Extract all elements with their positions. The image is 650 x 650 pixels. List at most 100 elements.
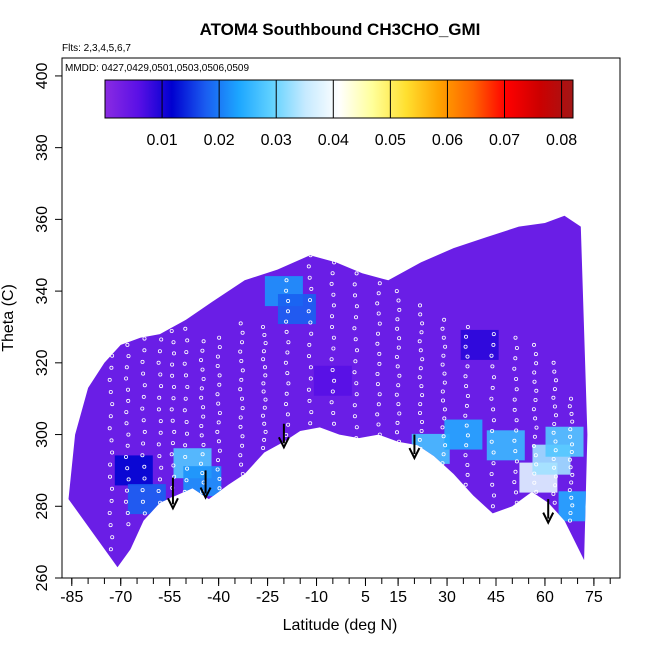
track-point — [513, 449, 518, 454]
track-point — [285, 412, 290, 417]
track-point — [306, 309, 311, 314]
track-point — [353, 315, 358, 320]
track-point — [185, 384, 190, 389]
track-point — [569, 449, 574, 454]
track-point — [201, 442, 206, 447]
track-point — [553, 483, 558, 488]
track-point — [569, 396, 574, 401]
track-point — [554, 378, 559, 383]
x-tick-label: 75 — [585, 589, 603, 606]
track-point — [353, 359, 358, 364]
track-point — [124, 410, 129, 415]
track-point — [169, 452, 174, 457]
track-point — [491, 461, 496, 466]
track-point — [397, 411, 402, 416]
arrow-head — [199, 487, 212, 500]
chart-title: ATOM4 Southbound CH3CHO_GMI — [200, 20, 481, 39]
track-point — [198, 461, 203, 466]
track-point — [286, 381, 291, 386]
y-tick-label: 260 — [34, 565, 51, 592]
track-point — [172, 429, 177, 434]
track-point — [108, 547, 113, 552]
track-point — [307, 275, 312, 280]
track-point — [184, 419, 189, 424]
track-point — [443, 344, 448, 349]
track-point — [533, 453, 538, 458]
track-point — [108, 462, 113, 467]
track-point — [490, 482, 495, 487]
track-point — [375, 382, 380, 387]
track-point — [156, 488, 161, 493]
field-patch — [545, 426, 584, 457]
track-point — [376, 311, 381, 316]
track-point — [531, 443, 536, 448]
colorbar-tick-label: 0.08 — [546, 132, 577, 149]
track-point — [125, 466, 130, 471]
track-point — [376, 291, 381, 296]
track-point — [514, 490, 519, 495]
track-point — [440, 398, 445, 403]
track-point — [238, 415, 243, 420]
track-point — [201, 405, 206, 410]
track-point — [309, 331, 314, 336]
track-point — [441, 353, 446, 358]
track-point — [216, 401, 221, 406]
track-point — [419, 384, 424, 389]
track-point — [109, 498, 114, 503]
track-point — [183, 443, 188, 448]
track-point — [284, 329, 289, 334]
track-point — [396, 345, 401, 350]
track-point — [417, 375, 422, 380]
track-point — [553, 439, 558, 444]
track-point — [330, 271, 335, 276]
track-point — [198, 358, 203, 363]
track-point — [124, 454, 129, 459]
track-point — [396, 402, 401, 407]
track-point — [552, 421, 557, 426]
track-point — [514, 387, 519, 392]
track-point — [551, 456, 556, 461]
track-point — [330, 367, 335, 372]
x-axis: -85 -70 -55 -40 -25 -10 5 15 30 45 60 75 — [60, 578, 611, 606]
track-point — [141, 371, 146, 376]
track-point — [552, 500, 557, 505]
track-point — [513, 356, 518, 361]
arrow-head — [278, 436, 290, 450]
track-point — [262, 332, 267, 337]
track-point — [554, 413, 559, 418]
y-tick-label: 280 — [34, 493, 51, 520]
track-point — [201, 339, 206, 344]
track-point — [513, 469, 518, 474]
track-point — [331, 292, 336, 297]
track-point — [354, 260, 359, 265]
field-patch — [411, 433, 450, 464]
track-point — [263, 429, 268, 434]
track-point — [352, 370, 357, 375]
track-point — [140, 453, 145, 458]
track-point — [285, 309, 290, 314]
track-point — [551, 360, 556, 365]
track-point — [354, 348, 359, 353]
track-point — [263, 397, 268, 402]
track-point — [140, 406, 145, 411]
track-point — [441, 434, 446, 439]
track-point — [170, 441, 175, 446]
track-point — [512, 397, 517, 402]
track-point — [463, 482, 468, 487]
track-point — [534, 462, 539, 467]
track-point — [376, 271, 381, 276]
y-tick-label: 380 — [34, 134, 51, 161]
track-point — [397, 373, 402, 378]
track-point — [171, 463, 176, 468]
track-point — [140, 359, 145, 364]
track-point — [124, 499, 129, 504]
track-point — [567, 404, 572, 409]
track-point — [568, 434, 573, 439]
track-point — [440, 425, 445, 430]
track-point — [440, 389, 445, 394]
track-point — [375, 331, 380, 336]
track-point — [568, 427, 573, 432]
track-point — [491, 450, 496, 455]
track-point — [532, 480, 537, 485]
track-point — [107, 426, 112, 431]
